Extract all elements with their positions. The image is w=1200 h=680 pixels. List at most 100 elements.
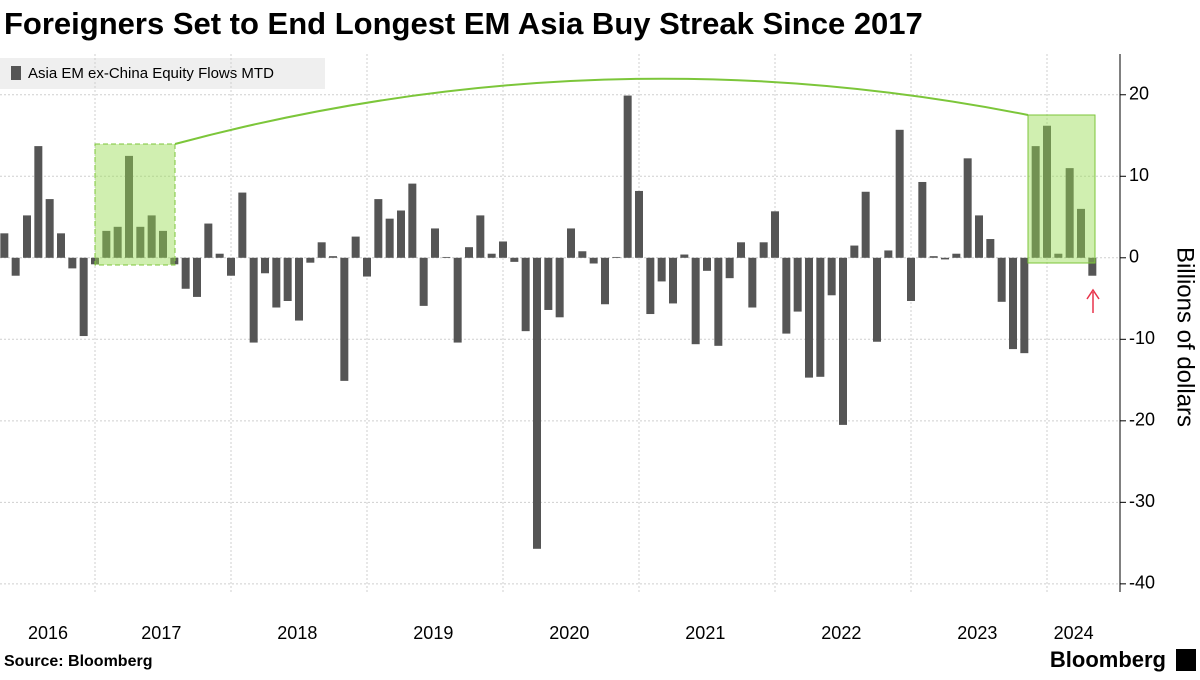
bar [963, 158, 972, 258]
bar [487, 253, 496, 258]
y-tick-label: -30 [1129, 491, 1155, 511]
plot: 20 10 0 -10 -20 -30 -40 2016 2017 2018 2019 2020 202… [0, 54, 1155, 643]
bar [397, 210, 405, 258]
bar [873, 257, 881, 342]
bar [578, 251, 587, 258]
bar [907, 257, 915, 301]
bar [850, 245, 859, 258]
bar [759, 242, 768, 258]
bar [408, 183, 417, 258]
bar [1054, 253, 1063, 258]
bar [1077, 208, 1085, 258]
bar [23, 215, 31, 258]
bar [657, 257, 666, 282]
bar [510, 257, 519, 262]
connector-arc [174, 77, 1029, 145]
bar [612, 256, 621, 258]
bar [533, 257, 541, 549]
bar [691, 257, 700, 345]
bar [181, 257, 190, 289]
bar [34, 146, 43, 258]
bar [453, 257, 462, 343]
x-tick-label: 2016 [28, 623, 68, 643]
bar [748, 257, 757, 308]
arrow-head [1086, 288, 1100, 300]
x-tick-label: 2024 [1054, 623, 1094, 643]
bar [193, 257, 201, 297]
bar [11, 257, 20, 276]
bar [215, 253, 224, 258]
y-tick-label: -20 [1129, 410, 1155, 430]
bar [1088, 257, 1097, 276]
bar [567, 228, 575, 258]
bar [0, 233, 9, 258]
y-tick-label: 10 [1129, 165, 1149, 185]
bar [465, 247, 473, 258]
bar [555, 257, 564, 318]
bar [125, 155, 133, 258]
bar [113, 226, 122, 258]
bar [737, 242, 745, 258]
bar [261, 257, 269, 274]
y-axis-title: Billions of dollars [1172, 247, 1199, 427]
bar [227, 257, 235, 276]
bar [45, 199, 54, 258]
x-tick-label: 2022 [821, 623, 861, 643]
brand: Bloomberg [1050, 647, 1166, 672]
bar [839, 257, 847, 425]
bar [385, 218, 394, 258]
bar [816, 257, 825, 377]
bar [918, 181, 927, 258]
bar [782, 257, 791, 334]
bar [431, 228, 439, 258]
bar [601, 257, 609, 305]
bar [895, 129, 904, 258]
bar [363, 257, 371, 277]
bar [975, 215, 983, 258]
bar [147, 215, 156, 258]
x-tick-label: 2021 [685, 623, 725, 643]
x-tick-label: 2023 [957, 623, 997, 643]
bar [204, 223, 213, 258]
bar [1009, 257, 1017, 350]
bar [635, 190, 643, 258]
highlight-2024 [1027, 114, 1096, 264]
y-tick-label: -10 [1129, 328, 1155, 348]
bar [1065, 168, 1074, 258]
bar [941, 257, 949, 260]
bar [669, 257, 677, 304]
bar [771, 211, 779, 258]
highlight-2017 [94, 143, 176, 266]
bar [102, 230, 111, 258]
x-tick-label: 2020 [549, 623, 589, 643]
bar [306, 257, 315, 263]
bar [79, 257, 88, 337]
bar [1020, 257, 1029, 354]
bar [986, 239, 995, 258]
bar [725, 257, 734, 279]
bar [374, 199, 383, 258]
x-tick-label: 2018 [277, 623, 317, 643]
x-tick-label: 2019 [413, 623, 453, 643]
bar [442, 256, 451, 258]
y-tick-label: 20 [1129, 84, 1149, 104]
bar [997, 257, 1006, 302]
bar [170, 257, 179, 265]
bar [317, 242, 326, 258]
y-tick-label: 0 [1129, 247, 1139, 267]
legend-label: Asia EM ex-China Equity Flows MTD [28, 65, 274, 82]
bar [351, 236, 360, 258]
bar [827, 257, 836, 296]
legend-swatch [11, 66, 21, 80]
bar [340, 257, 349, 381]
bar [329, 256, 337, 258]
bar [1031, 146, 1040, 258]
brand-icon [1176, 649, 1196, 671]
bar [544, 257, 553, 310]
bar [929, 256, 938, 258]
chart-title: Foreigners Set to End Longest EM Asia Bu… [4, 6, 923, 41]
bar [159, 230, 167, 258]
legend-box [0, 58, 325, 89]
bar [238, 192, 247, 258]
